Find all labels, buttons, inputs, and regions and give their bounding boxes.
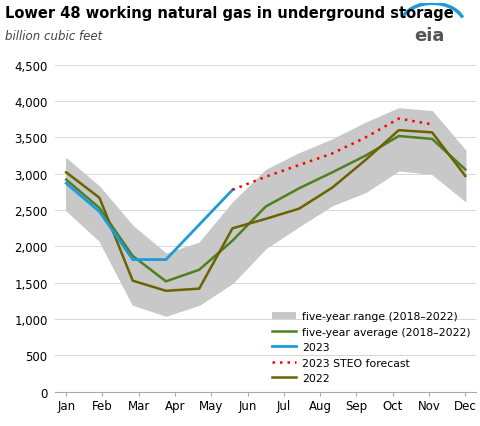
Text: billion cubic feet: billion cubic feet [5,30,102,43]
Text: Lower 48 working natural gas in underground storage: Lower 48 working natural gas in undergro… [5,6,453,21]
Legend: five-year range (2018–2022), five-year average (2018–2022), 2023, 2023 STEO fore: five-year range (2018–2022), five-year a… [271,311,470,383]
Text: eia: eia [414,27,444,45]
